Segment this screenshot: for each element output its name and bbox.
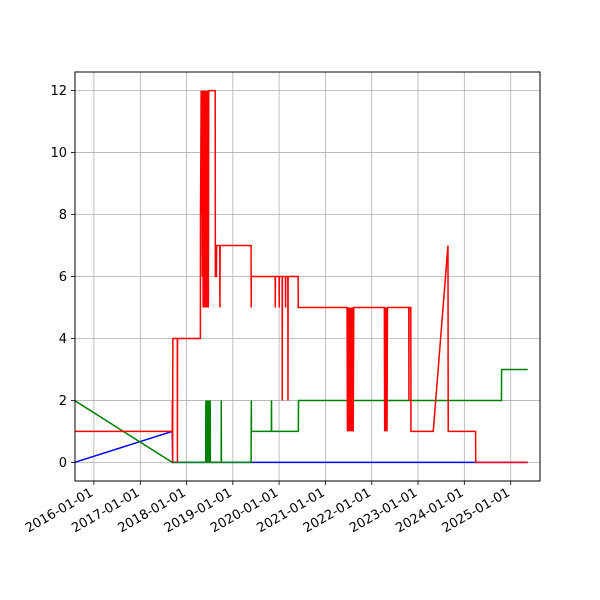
y-tick-label: 4: [59, 332, 67, 347]
series-layer: [74, 89, 528, 464]
y-tick-label: 2: [59, 394, 67, 409]
series-line-2: [74, 368, 528, 464]
y-tick-label: 12: [50, 84, 67, 99]
y-tick-label: 10: [50, 146, 67, 161]
y-axis: 0 2 4 6 8 10 12: [50, 84, 75, 471]
y-tick-label: 6: [59, 270, 67, 285]
series-line-3: [74, 89, 528, 464]
y-tick-label: 0: [59, 456, 67, 471]
y-tick-label: 8: [59, 208, 67, 223]
